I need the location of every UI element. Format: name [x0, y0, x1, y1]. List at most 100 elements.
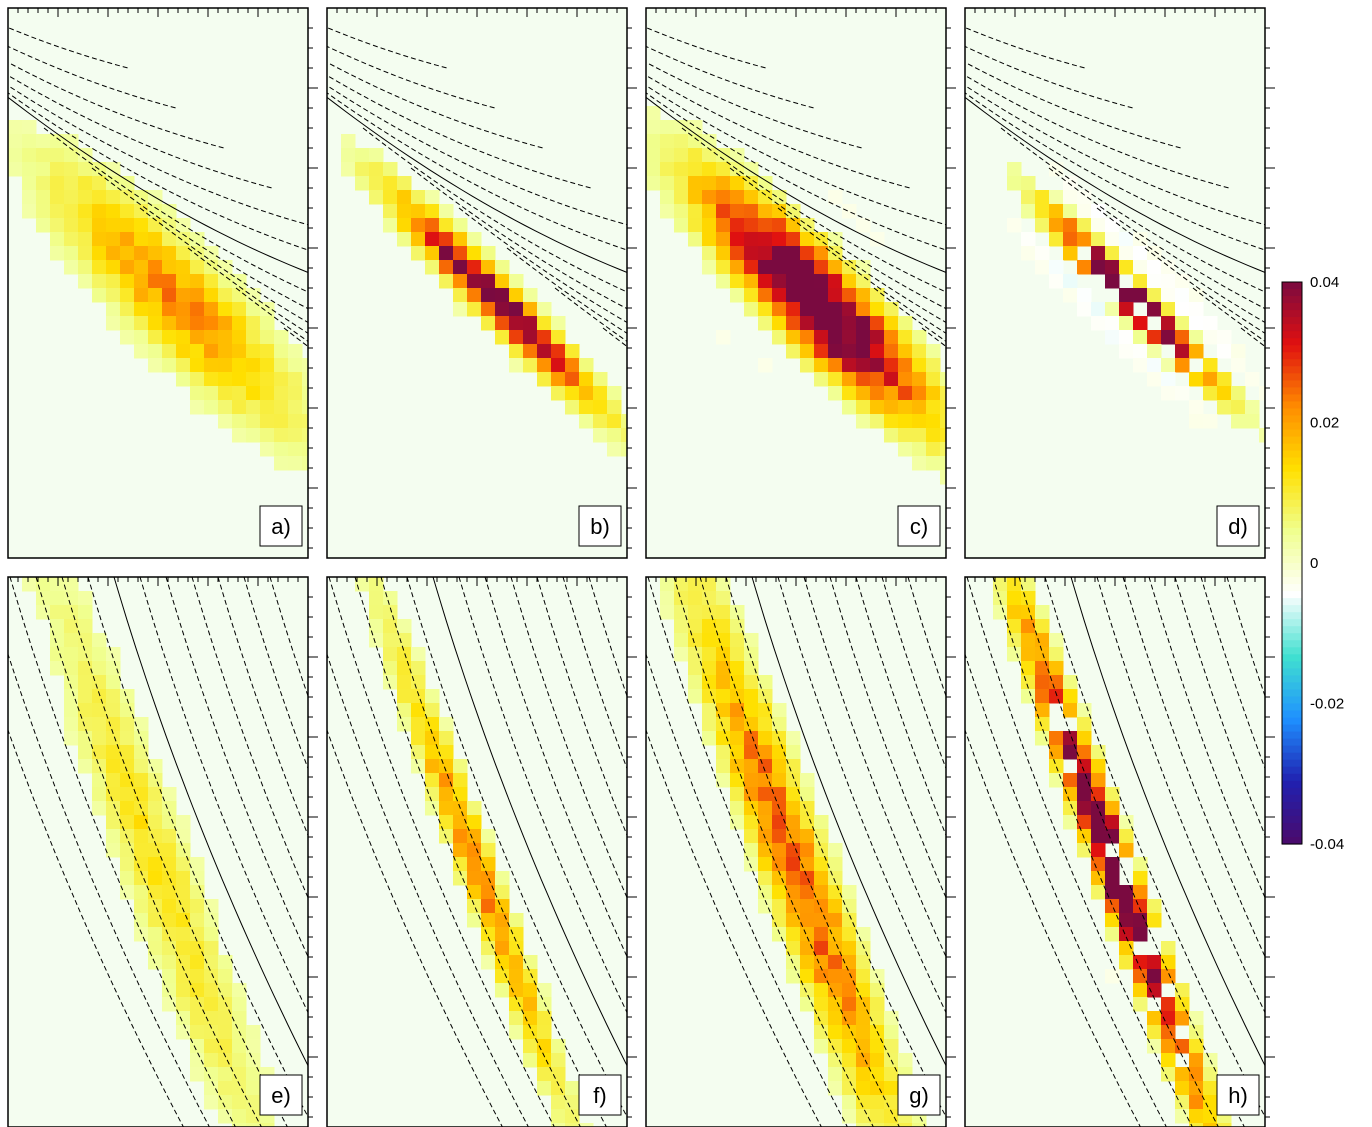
- heatmap-cell: [190, 983, 205, 998]
- heatmap-cell: [730, 759, 745, 774]
- heatmap-cell: [856, 997, 871, 1012]
- heatmap-cell: [1105, 857, 1120, 872]
- heatmap-cell: [1217, 400, 1232, 415]
- heatmap-cell: [204, 941, 219, 956]
- heatmap-cell: [190, 1053, 205, 1068]
- heatmap-cell: [565, 358, 580, 373]
- heatmap-cell: [1007, 605, 1022, 620]
- colorbar-segment: [1282, 415, 1302, 424]
- heatmap-cell: [1147, 1025, 1162, 1040]
- heatmap-cell: [1035, 647, 1050, 662]
- heatmap-cell: [509, 344, 524, 359]
- heatmap-cell: [800, 997, 815, 1012]
- contour-dashed: [243, 577, 308, 770]
- heatmap-cell: [106, 190, 121, 205]
- heatmap-cell: [688, 218, 703, 233]
- contour-dashed: [965, 61, 1182, 149]
- heatmap-cell: [1105, 787, 1120, 802]
- heatmap-cell: [176, 857, 191, 872]
- panel-a: a): [7, 7, 318, 559]
- heatmap-cell: [78, 260, 93, 275]
- heatmap-cell: [912, 456, 927, 471]
- heatmap-cell: [36, 204, 51, 219]
- heatmap-cell: [78, 591, 93, 606]
- colorbar-segment: [1282, 773, 1302, 782]
- heatmap-cell: [120, 717, 135, 732]
- heatmap-cell: [688, 120, 703, 135]
- heatmap-cell: [814, 288, 829, 303]
- heatmap-cell: [800, 913, 815, 928]
- heatmap-cell: [397, 633, 412, 648]
- heatmap-cell: [1049, 759, 1064, 774]
- heatmap-cell: [246, 428, 261, 443]
- heatmap-cell: [744, 190, 759, 205]
- heatmap-cell: [716, 661, 731, 676]
- panel-background: [965, 577, 1265, 1127]
- heatmap-cell: [702, 591, 717, 606]
- heatmap-cell: [1049, 204, 1064, 219]
- heatmap-cell: [369, 591, 384, 606]
- heatmap-cell: [1189, 414, 1204, 429]
- heatmap-cell: [1077, 787, 1092, 802]
- heatmap-cell: [1091, 759, 1106, 774]
- heatmap-cell: [120, 829, 135, 844]
- heatmap-cell: [176, 1011, 191, 1026]
- contour-dashed: [380, 577, 607, 1127]
- heatmap-cell: [204, 1025, 219, 1040]
- heatmap-cell: [383, 218, 398, 233]
- heatmap-cell: [148, 927, 163, 942]
- heatmap-cell: [1133, 274, 1148, 289]
- heatmap-cell: [912, 358, 927, 373]
- heatmap-cell: [453, 274, 468, 289]
- heatmap-cell: [1077, 260, 1092, 275]
- heatmap-cell: [92, 218, 107, 233]
- contour-dashed: [8, 652, 210, 1127]
- heatmap-cell: [1133, 316, 1148, 331]
- heatmap-cell: [120, 731, 135, 746]
- heatmap-cell: [1245, 372, 1260, 387]
- heatmap-cell: [425, 801, 440, 816]
- heatmap-cell: [162, 302, 177, 317]
- heatmap-cell: [218, 969, 233, 984]
- heatmap-cell: [593, 372, 608, 387]
- heatmap-cell: [716, 148, 731, 163]
- heatmap-cell: [1161, 1025, 1176, 1040]
- heatmap-cell: [688, 675, 703, 690]
- heatmap-cell: [688, 605, 703, 620]
- heatmap-cell: [1035, 717, 1050, 732]
- heatmap-cell: [78, 176, 93, 191]
- heatmap-cell: [439, 801, 454, 816]
- heatmap-cell: [190, 899, 205, 914]
- heatmap-cell: [730, 246, 745, 261]
- heatmap-cell: [716, 330, 731, 345]
- heatmap-cell: [772, 204, 787, 219]
- heatmap-cell: [523, 288, 538, 303]
- heatmap-cell: [814, 372, 829, 387]
- heatmap-cell: [1189, 288, 1204, 303]
- heatmap-cell: [50, 218, 65, 233]
- heatmap-cell: [744, 647, 759, 662]
- heatmap-cell: [218, 1109, 233, 1124]
- heatmap-cell: [646, 176, 661, 191]
- heatmap-cell: [772, 232, 787, 247]
- heatmap-cell: [646, 148, 661, 163]
- heatmap-cell: [176, 302, 191, 317]
- heatmap-cell: [772, 302, 787, 317]
- heatmap-cell: [1119, 302, 1134, 317]
- heatmap-cell: [383, 190, 398, 205]
- heatmap-cell: [1189, 316, 1204, 331]
- heatmap-cell: [730, 605, 745, 620]
- heatmap-cell: [660, 162, 675, 177]
- heatmap-cell: [800, 983, 815, 998]
- heatmap-cell: [870, 330, 885, 345]
- heatmap-cell: [204, 955, 219, 970]
- heatmap-cell: [828, 983, 843, 998]
- heatmap-cell: [1091, 843, 1106, 858]
- heatmap-cell: [190, 1025, 205, 1040]
- heatmap-cell: [439, 829, 454, 844]
- heatmap-cell: [120, 330, 135, 345]
- heatmap-cell: [425, 703, 440, 718]
- heatmap-cell: [800, 787, 815, 802]
- heatmap-cell: [744, 773, 759, 788]
- heatmap-cell: [912, 1123, 927, 1127]
